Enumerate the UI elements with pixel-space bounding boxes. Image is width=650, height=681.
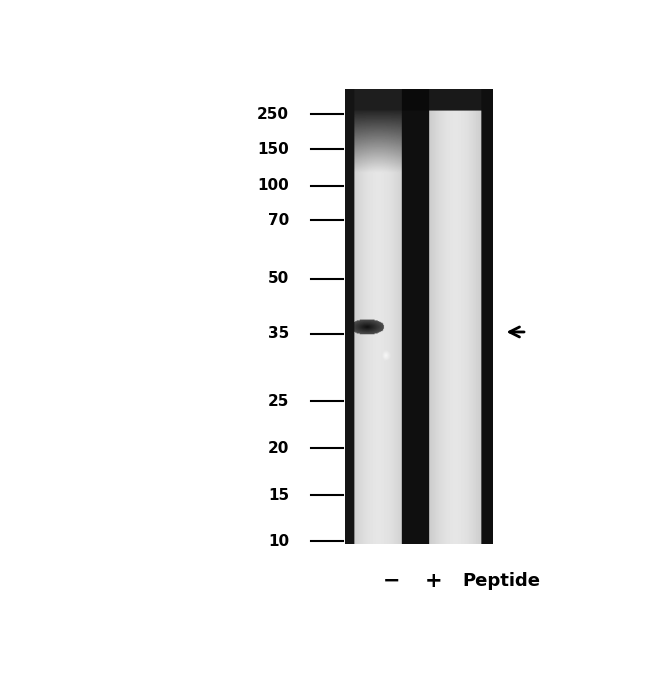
Text: 20: 20: [268, 441, 289, 456]
Text: 25: 25: [268, 394, 289, 409]
Text: +: +: [425, 571, 443, 590]
Text: 15: 15: [268, 488, 289, 503]
Text: 100: 100: [257, 178, 289, 193]
Text: 10: 10: [268, 534, 289, 549]
Text: 70: 70: [268, 213, 289, 228]
Text: 50: 50: [268, 271, 289, 286]
Text: 250: 250: [257, 106, 289, 122]
Text: −: −: [382, 571, 400, 590]
Text: Peptide: Peptide: [463, 571, 541, 590]
Text: 150: 150: [257, 142, 289, 157]
Text: 35: 35: [268, 326, 289, 341]
